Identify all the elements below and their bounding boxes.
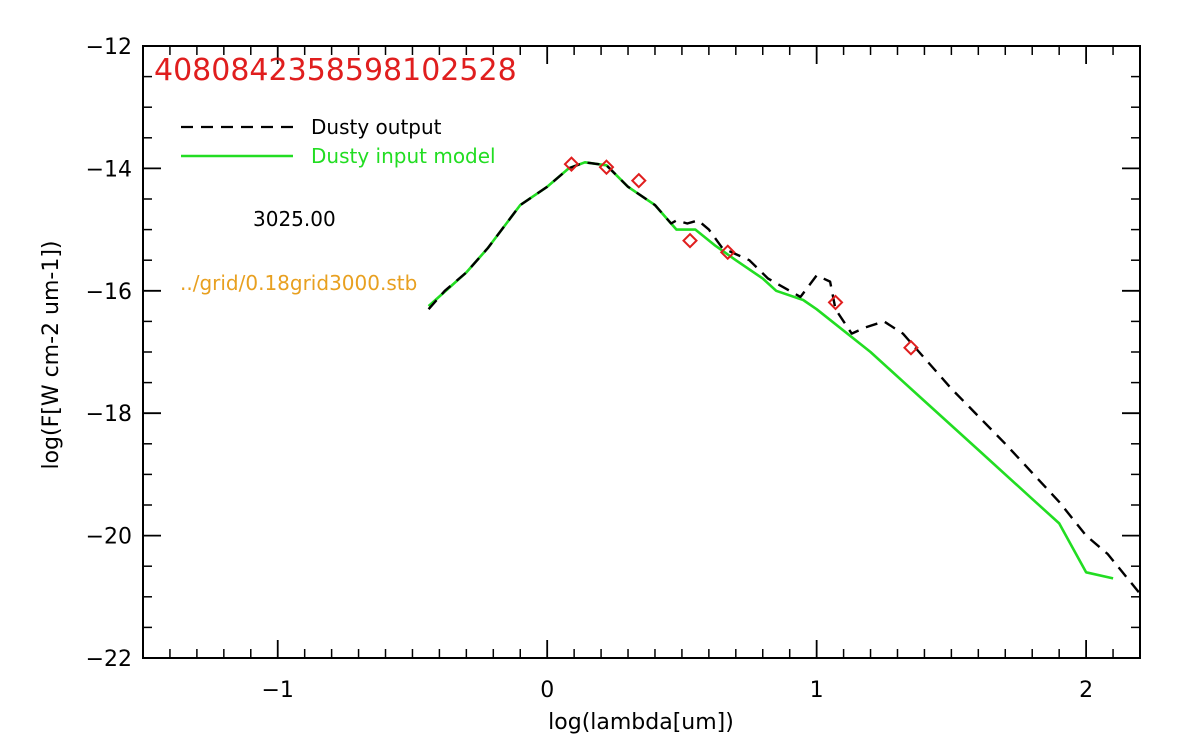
legend-label-dusty-input-model: Dusty input model <box>311 144 496 168</box>
data-point-diamond <box>903 339 919 356</box>
x-tick-label: 2 <box>1079 678 1093 703</box>
y-axis-label: log(F[W cm-2 um-1]) <box>39 240 64 469</box>
data-point-diamond <box>827 294 844 311</box>
x-axis-label: log(lambda[um]) <box>548 710 734 735</box>
series-line-dusty-output <box>427 161 1140 595</box>
x-tick-label: 0 <box>540 678 554 703</box>
y-tick-label: −20 <box>86 525 132 550</box>
x-tick-label: 1 <box>810 678 824 703</box>
y-tick-label: −14 <box>86 157 132 182</box>
minor-ticks <box>142 46 1141 658</box>
plot-border <box>142 45 1141 659</box>
y-tick-label: −22 <box>86 647 132 672</box>
data-point-diamond <box>563 156 580 173</box>
data-point-diamond <box>598 159 615 176</box>
marker-layer <box>563 156 919 356</box>
y-tick-labels: −22 −20 −18 −16 −14 −12 <box>86 35 132 672</box>
legend: Dusty output Dusty input model <box>181 115 496 168</box>
data-point-diamond <box>682 232 698 249</box>
data-point-diamond <box>630 172 647 189</box>
y-tick-label: −18 <box>86 402 132 427</box>
chart-title: 4080842358598102528 <box>154 53 517 88</box>
major-ticks <box>143 45 1140 659</box>
annotation-grid-file: ../grid/0.18grid3000.stb <box>180 271 417 295</box>
series-layer <box>427 161 1140 595</box>
series-line-dusty-input-model <box>427 161 1114 580</box>
data-point-diamond <box>719 244 736 261</box>
y-tick-label: −12 <box>86 35 132 60</box>
plot-frame <box>142 45 1141 659</box>
x-tick-label: −1 <box>262 678 294 703</box>
y-tick-label: −16 <box>86 280 132 305</box>
annotation-temperature: 3025.00 <box>253 207 336 231</box>
x-tick-labels: −1 0 1 2 <box>262 678 1094 703</box>
legend-label-dusty-output: Dusty output <box>311 115 442 139</box>
